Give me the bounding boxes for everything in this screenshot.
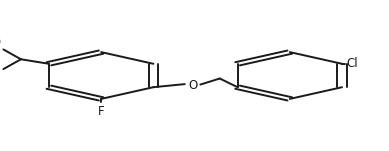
- Text: HO: HO: [0, 36, 2, 49]
- Text: O: O: [188, 79, 197, 92]
- Text: F: F: [98, 105, 105, 118]
- Text: Cl: Cl: [346, 57, 357, 70]
